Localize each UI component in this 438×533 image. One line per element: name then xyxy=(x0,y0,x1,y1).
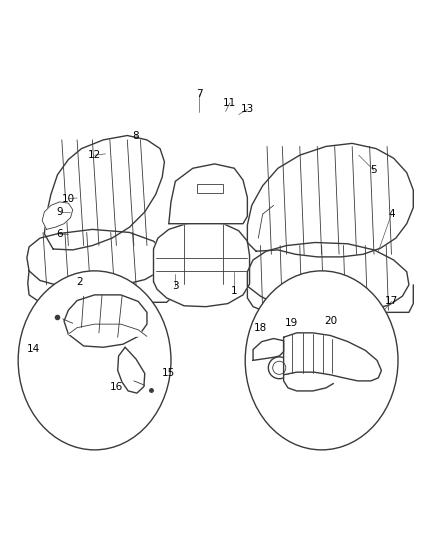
Polygon shape xyxy=(253,338,284,360)
Polygon shape xyxy=(247,243,409,312)
Text: 6: 6 xyxy=(57,229,63,239)
Text: 14: 14 xyxy=(27,344,40,354)
Bar xyxy=(197,183,223,193)
Ellipse shape xyxy=(18,271,171,450)
Polygon shape xyxy=(284,375,333,391)
Polygon shape xyxy=(153,222,250,306)
Polygon shape xyxy=(118,348,145,393)
Polygon shape xyxy=(27,229,164,287)
Text: 5: 5 xyxy=(371,165,377,175)
Text: 13: 13 xyxy=(241,104,254,114)
Text: 18: 18 xyxy=(254,322,267,333)
Text: 1: 1 xyxy=(231,286,237,295)
Text: 20: 20 xyxy=(324,316,337,326)
Polygon shape xyxy=(169,164,247,224)
Text: 9: 9 xyxy=(57,207,63,217)
Polygon shape xyxy=(284,333,381,381)
Text: 7: 7 xyxy=(196,89,203,99)
Text: 15: 15 xyxy=(162,368,175,378)
Polygon shape xyxy=(247,285,413,312)
Polygon shape xyxy=(44,135,164,250)
Ellipse shape xyxy=(245,271,398,450)
Text: 16: 16 xyxy=(110,382,123,392)
Polygon shape xyxy=(64,295,147,348)
Text: 17: 17 xyxy=(385,296,398,306)
Text: 3: 3 xyxy=(172,281,179,291)
Text: 12: 12 xyxy=(88,150,101,160)
Text: 4: 4 xyxy=(388,209,395,219)
Text: 10: 10 xyxy=(62,194,75,204)
Text: 2: 2 xyxy=(76,277,83,287)
Circle shape xyxy=(268,357,290,379)
Polygon shape xyxy=(247,143,413,257)
Polygon shape xyxy=(68,324,147,336)
Text: 11: 11 xyxy=(223,98,237,108)
Polygon shape xyxy=(28,271,173,302)
Text: 8: 8 xyxy=(133,131,139,141)
Text: 19: 19 xyxy=(284,318,298,328)
Polygon shape xyxy=(42,202,73,229)
